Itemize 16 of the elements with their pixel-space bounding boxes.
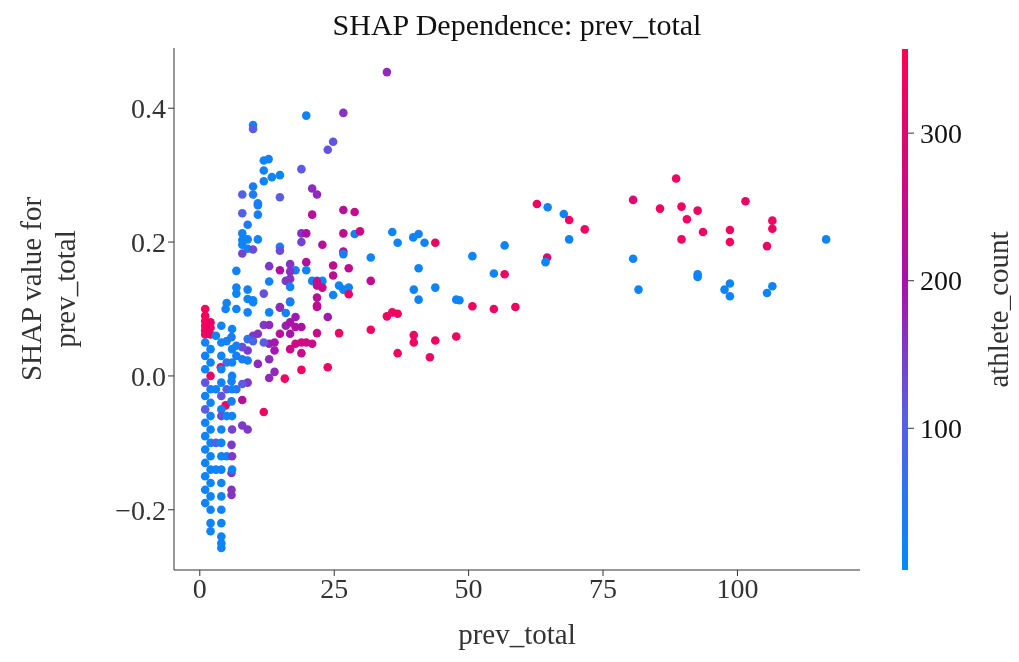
x-tick-label: 25 [320,572,349,604]
x-tick-label: 0 [192,572,207,604]
y-tick-label: −0.2 [115,494,166,526]
x-tick-label: 100 [716,572,759,604]
x-axis-title: prev_total [458,618,576,650]
x-tick-label: 75 [589,572,618,604]
y-tick-label: 0.4 [131,93,166,125]
y-axis-title: SHAP value for prev_total [14,195,82,384]
x-tick-label: 50 [454,572,483,604]
color-bar-label: 100 [920,412,962,444]
y-tick-label: 0.0 [131,360,166,392]
color-bar-label: 200 [920,265,962,297]
color-bar-label: 300 [920,117,962,149]
y-tick-label: 0.2 [131,227,166,259]
chart-title: SHAP Dependence: prev_total [331,8,703,42]
color-bar-title: athlete_count [982,231,1014,388]
